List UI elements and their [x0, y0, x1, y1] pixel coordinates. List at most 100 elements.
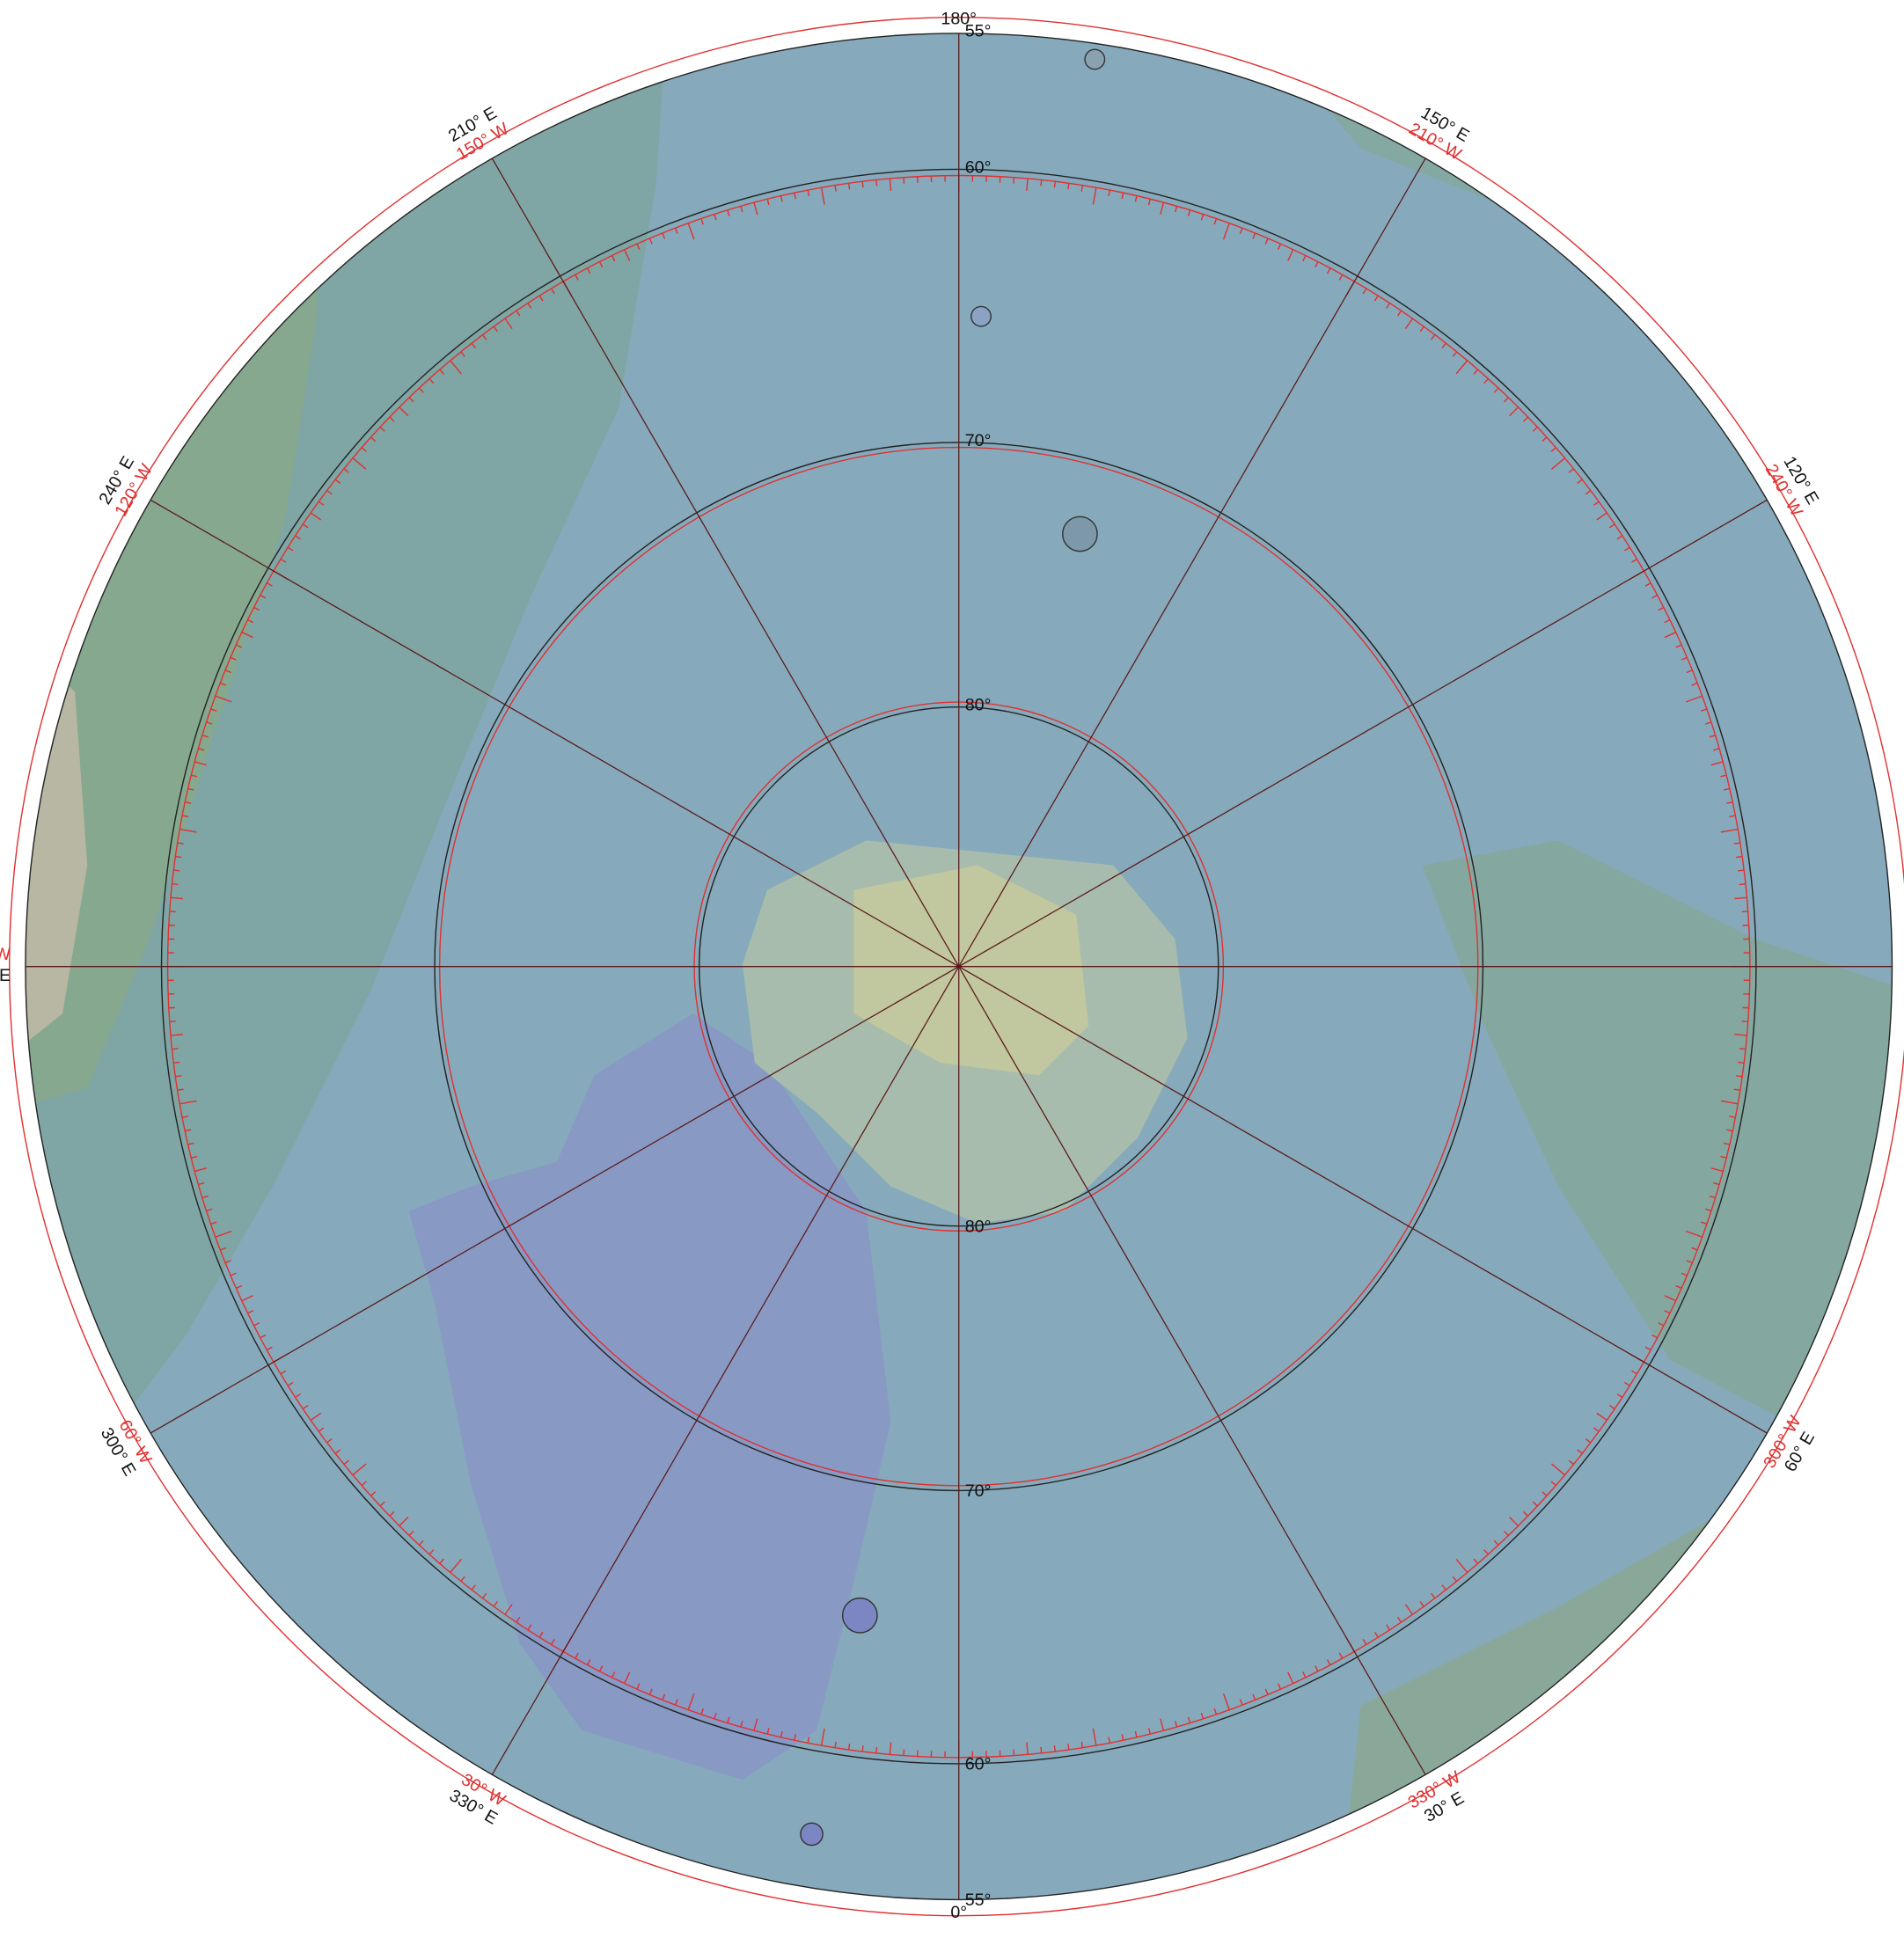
tick	[266, 1346, 273, 1351]
tick	[1200, 214, 1205, 221]
tick	[493, 1601, 498, 1607]
tick	[1338, 274, 1344, 281]
highland-tan	[25, 618, 88, 1064]
tick	[352, 1463, 367, 1476]
tick	[1053, 181, 1057, 188]
tick	[1691, 682, 1698, 686]
tick	[1277, 243, 1282, 250]
crater	[800, 1822, 824, 1847]
tick	[753, 1718, 758, 1731]
tick	[598, 261, 604, 268]
tick	[516, 310, 521, 317]
tick	[1509, 1517, 1520, 1527]
tick	[1550, 1481, 1556, 1487]
tick	[598, 1665, 604, 1672]
tick	[1040, 179, 1043, 186]
tick	[1134, 195, 1138, 202]
tick	[1174, 1721, 1178, 1728]
tick	[1452, 351, 1458, 357]
tick	[181, 815, 189, 818]
tick	[1623, 546, 1630, 552]
tick	[318, 501, 325, 506]
tick	[450, 360, 462, 375]
tick	[253, 1322, 260, 1327]
tick	[1739, 883, 1747, 886]
tick	[334, 479, 341, 484]
meridian	[491, 966, 960, 1775]
longitude-label-east: 180°	[941, 10, 977, 29]
latitude-label: 70°	[965, 431, 992, 450]
tick	[194, 761, 207, 766]
tick	[1733, 842, 1740, 845]
tick	[1685, 695, 1703, 703]
tick	[1147, 1728, 1151, 1735]
tick	[1213, 218, 1218, 225]
tick	[1729, 1115, 1736, 1118]
tick	[439, 1558, 444, 1564]
tick	[636, 243, 641, 250]
tick	[1658, 1322, 1665, 1327]
tick	[1252, 232, 1256, 239]
tick	[177, 1088, 184, 1092]
tick	[181, 1115, 189, 1118]
tick	[201, 735, 209, 738]
meridian	[491, 157, 960, 968]
tick	[1709, 735, 1716, 738]
tick	[875, 179, 878, 186]
tick	[527, 1624, 532, 1631]
tick	[1551, 1463, 1565, 1476]
tick	[1473, 1558, 1479, 1564]
tick	[1713, 1181, 1720, 1186]
latitude-label: 60°	[965, 1754, 992, 1773]
tick	[847, 183, 851, 190]
tick	[1568, 468, 1574, 473]
tick	[210, 1221, 217, 1225]
tick	[215, 695, 232, 703]
tick	[700, 218, 704, 225]
tick	[1067, 1744, 1070, 1751]
tick	[1551, 457, 1565, 470]
tick	[1675, 1284, 1682, 1290]
tick	[1681, 1272, 1688, 1276]
tick	[624, 1671, 631, 1684]
tick	[1664, 1310, 1671, 1314]
tick	[260, 1334, 267, 1339]
tick	[1493, 387, 1499, 393]
tick	[287, 1381, 294, 1386]
longitude-label-east: 0°	[950, 1903, 967, 1922]
tick	[504, 318, 513, 330]
tick	[408, 397, 414, 403]
tick	[714, 214, 717, 221]
tick	[1720, 828, 1739, 833]
tick	[1503, 397, 1509, 403]
tick	[1596, 1412, 1607, 1422]
crater	[1062, 516, 1098, 552]
tick	[1523, 1510, 1529, 1517]
tick	[714, 1712, 717, 1720]
tick	[1532, 426, 1538, 432]
tick	[1616, 535, 1623, 540]
tick	[1213, 1708, 1218, 1715]
tick	[1174, 206, 1178, 213]
tick	[766, 1728, 770, 1735]
tick	[662, 232, 666, 239]
tick	[834, 1741, 837, 1748]
tick	[740, 206, 743, 213]
longitude-label-east: E	[0, 966, 11, 985]
tick	[450, 1558, 462, 1573]
tick	[1287, 249, 1294, 261]
tick	[766, 199, 770, 206]
tick	[586, 267, 591, 274]
tick	[482, 334, 487, 340]
tick	[1738, 869, 1745, 872]
tick	[230, 1272, 237, 1276]
tick	[504, 1604, 513, 1615]
tick	[1397, 1616, 1402, 1623]
tick	[194, 1167, 207, 1173]
tick	[1160, 201, 1165, 215]
meridian	[958, 966, 1426, 1775]
tick	[1277, 1683, 1282, 1690]
tick	[1664, 618, 1671, 624]
tick	[1419, 1601, 1424, 1607]
